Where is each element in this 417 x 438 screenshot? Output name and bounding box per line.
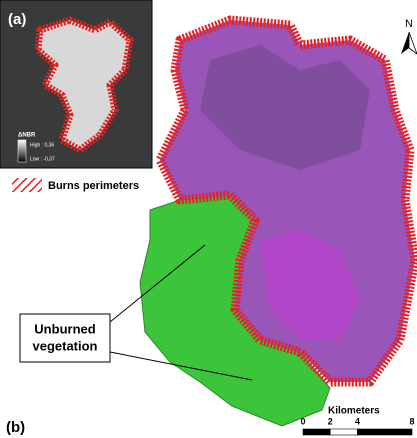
- annotation-text: Unburned: [34, 321, 95, 336]
- scale-bar: 0 2 4 8: [300, 416, 414, 435]
- scale-tick-label: 0: [300, 416, 305, 426]
- ramp-low: Low : -0,37: [30, 156, 55, 162]
- scale-tick-label: 4: [355, 416, 360, 426]
- color-ramp: [18, 140, 26, 162]
- inset-label: (a): [8, 11, 26, 28]
- page: (a) ΔNBR High : 0,36 Low : -0,37 Burns p…: [0, 0, 417, 438]
- ramp-high: High : 0,36: [30, 142, 54, 148]
- scale-segment: [303, 429, 330, 435]
- north-arrow: [401, 32, 409, 54]
- north-label: N: [405, 18, 413, 30]
- panel-label: (b): [6, 419, 25, 436]
- map-figure: (a) ΔNBR High : 0,36 Low : -0,37 Burns p…: [0, 0, 417, 438]
- scale-segment: [358, 429, 413, 435]
- north-arrow: [409, 32, 417, 54]
- legend-title: ΔNBR: [18, 133, 36, 139]
- scale-tick-label: 2: [328, 416, 333, 426]
- scale-segment: [330, 429, 357, 435]
- scale-title: Kilometers: [328, 406, 380, 417]
- annotation-text: vegetation: [32, 338, 97, 353]
- burns-label: Burns perimeters: [48, 180, 139, 192]
- scale-tick-label: 8: [409, 416, 414, 426]
- burns-swatch: [12, 178, 42, 192]
